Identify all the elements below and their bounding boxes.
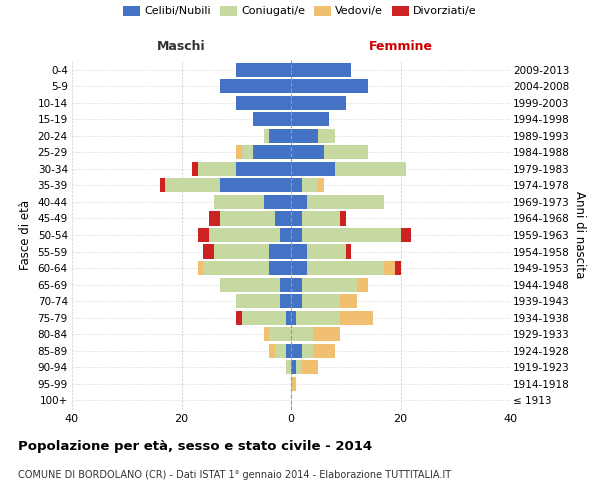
Bar bbox=[302, 360, 319, 374]
Bar bbox=[291, 212, 302, 226]
Bar bbox=[291, 129, 319, 143]
Bar bbox=[193, 162, 198, 176]
Bar bbox=[220, 212, 275, 226]
Bar bbox=[302, 212, 340, 226]
Bar bbox=[280, 278, 291, 291]
Bar bbox=[302, 278, 356, 291]
Bar bbox=[291, 146, 324, 160]
Bar bbox=[263, 327, 269, 341]
Bar bbox=[220, 80, 291, 94]
Bar bbox=[209, 228, 280, 242]
Bar bbox=[242, 310, 286, 324]
Bar bbox=[236, 294, 280, 308]
Bar bbox=[236, 146, 242, 160]
Bar bbox=[236, 63, 291, 77]
Bar bbox=[236, 96, 291, 110]
Bar bbox=[242, 146, 253, 160]
Bar bbox=[291, 80, 368, 94]
Bar bbox=[291, 96, 346, 110]
Bar bbox=[302, 294, 340, 308]
Y-axis label: Fasce di età: Fasce di età bbox=[19, 200, 32, 270]
Bar bbox=[209, 212, 220, 226]
Bar bbox=[214, 244, 269, 258]
Bar bbox=[291, 261, 307, 275]
Y-axis label: Anni di nascita: Anni di nascita bbox=[573, 192, 586, 278]
Bar bbox=[253, 146, 291, 160]
Bar bbox=[319, 178, 324, 192]
Bar bbox=[198, 261, 203, 275]
Bar bbox=[291, 112, 329, 126]
Bar bbox=[236, 162, 291, 176]
Bar bbox=[296, 360, 302, 374]
Bar bbox=[269, 327, 291, 341]
Bar bbox=[275, 212, 291, 226]
Bar bbox=[346, 244, 351, 258]
Bar bbox=[302, 228, 401, 242]
Bar bbox=[291, 63, 351, 77]
Bar bbox=[198, 162, 236, 176]
Bar bbox=[280, 228, 291, 242]
Bar bbox=[296, 310, 340, 324]
Bar bbox=[291, 228, 302, 242]
Bar bbox=[291, 376, 296, 390]
Bar bbox=[291, 162, 335, 176]
Bar bbox=[286, 344, 291, 357]
Bar bbox=[307, 195, 384, 209]
Bar bbox=[236, 310, 242, 324]
Bar bbox=[269, 244, 291, 258]
Bar bbox=[203, 244, 214, 258]
Bar bbox=[313, 344, 335, 357]
Bar bbox=[291, 360, 296, 374]
Bar bbox=[220, 178, 291, 192]
Bar bbox=[291, 310, 296, 324]
Bar bbox=[384, 261, 395, 275]
Bar bbox=[280, 294, 291, 308]
Bar bbox=[302, 178, 319, 192]
Bar bbox=[286, 310, 291, 324]
Bar bbox=[160, 178, 165, 192]
Text: Femmine: Femmine bbox=[368, 40, 433, 53]
Bar bbox=[263, 195, 291, 209]
Bar bbox=[203, 261, 269, 275]
Bar bbox=[269, 129, 291, 143]
Bar bbox=[263, 129, 269, 143]
Bar bbox=[401, 228, 412, 242]
Bar bbox=[340, 310, 373, 324]
Bar bbox=[307, 261, 384, 275]
Bar bbox=[291, 344, 302, 357]
Legend: Celibi/Nubili, Coniugati/e, Vedovi/e, Divorziati/e: Celibi/Nubili, Coniugati/e, Vedovi/e, Di… bbox=[124, 6, 476, 16]
Bar bbox=[335, 162, 406, 176]
Bar bbox=[198, 228, 209, 242]
Bar bbox=[291, 327, 313, 341]
Bar bbox=[269, 261, 291, 275]
Bar bbox=[357, 278, 368, 291]
Bar bbox=[291, 244, 307, 258]
Bar bbox=[286, 360, 291, 374]
Bar bbox=[302, 344, 313, 357]
Bar bbox=[291, 294, 302, 308]
Bar bbox=[340, 212, 346, 226]
Bar bbox=[307, 244, 346, 258]
Bar bbox=[253, 112, 291, 126]
Bar bbox=[291, 178, 302, 192]
Bar bbox=[319, 129, 335, 143]
Bar bbox=[313, 327, 340, 341]
Bar bbox=[324, 146, 368, 160]
Text: Popolazione per età, sesso e stato civile - 2014: Popolazione per età, sesso e stato civil… bbox=[18, 440, 372, 453]
Text: Maschi: Maschi bbox=[157, 40, 206, 53]
Bar bbox=[214, 195, 263, 209]
Bar bbox=[275, 344, 286, 357]
Bar bbox=[395, 261, 401, 275]
Bar bbox=[269, 344, 275, 357]
Bar bbox=[340, 294, 357, 308]
Bar bbox=[291, 195, 307, 209]
Bar bbox=[220, 278, 280, 291]
Bar bbox=[291, 278, 302, 291]
Text: COMUNE DI BORDOLANO (CR) - Dati ISTAT 1° gennaio 2014 - Elaborazione TUTTITALIA.: COMUNE DI BORDOLANO (CR) - Dati ISTAT 1°… bbox=[18, 470, 451, 480]
Bar bbox=[165, 178, 220, 192]
